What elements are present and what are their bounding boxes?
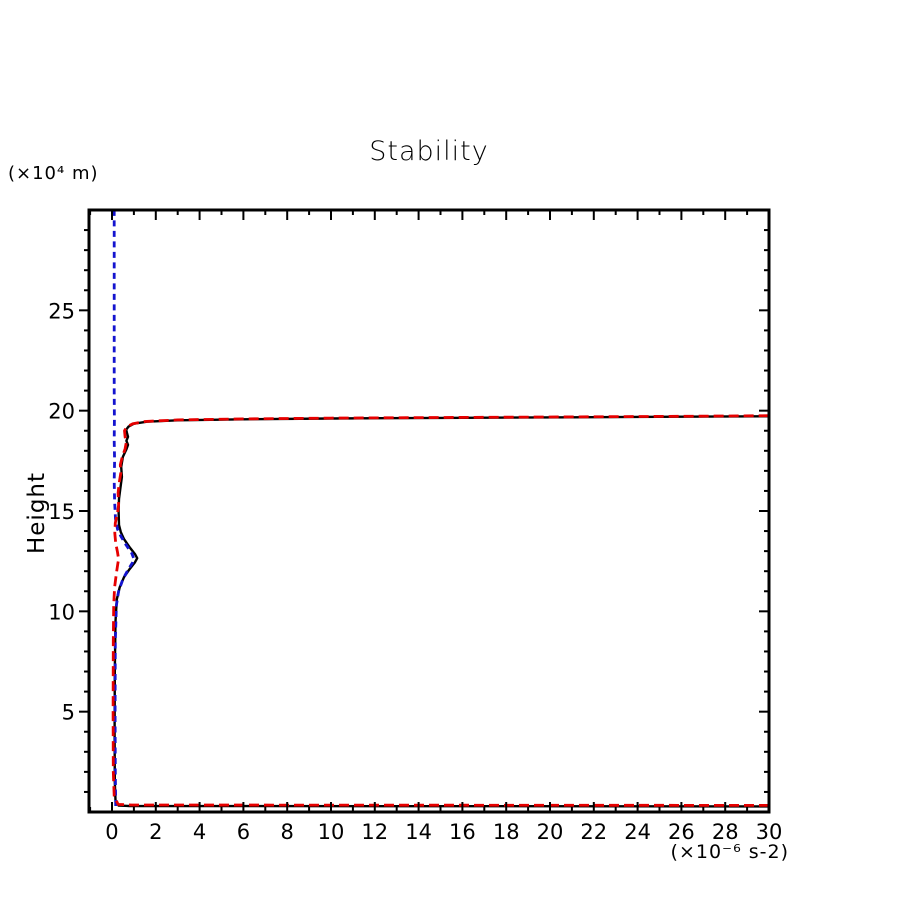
x-tick-label: 16	[449, 820, 476, 844]
y-tick-label: 5	[62, 701, 75, 725]
x-tick-label: 4	[193, 820, 206, 844]
y-tick-label: 20	[48, 400, 75, 424]
x-tick-label: 2	[149, 820, 162, 844]
x-tick-label: 8	[281, 820, 294, 844]
profile-blue-dashed	[112, 210, 136, 807]
y-tick-label: 10	[48, 600, 75, 624]
x-tick-label: 14	[405, 820, 432, 844]
profile-black-solid	[113, 415, 770, 808]
chart-title: Stability	[369, 136, 489, 167]
x-tick-label: 10	[318, 820, 345, 844]
x-tick-label: 30	[756, 820, 783, 844]
y-tick-label: 15	[48, 500, 75, 524]
plot-frame	[87, 208, 771, 814]
x-tick-label: 28	[712, 820, 739, 844]
x-tick-label: 22	[580, 820, 607, 844]
profile-red-dashed	[111, 414, 770, 807]
x-tick-label: 24	[624, 820, 651, 844]
x-tick-label: 20	[537, 820, 564, 844]
y-tick-label: 25	[48, 299, 75, 323]
x-tick-label: 6	[237, 820, 250, 844]
x-tick-label: 0	[105, 820, 118, 844]
x-tick-label: 18	[493, 820, 520, 844]
x-axis-unit-label: (×10⁻⁶ s-2)	[670, 841, 789, 863]
x-tick-label: 12	[361, 820, 388, 844]
y-axis-scale-label: (×10⁴ m)	[8, 163, 99, 184]
x-tick-label: 26	[668, 820, 695, 844]
